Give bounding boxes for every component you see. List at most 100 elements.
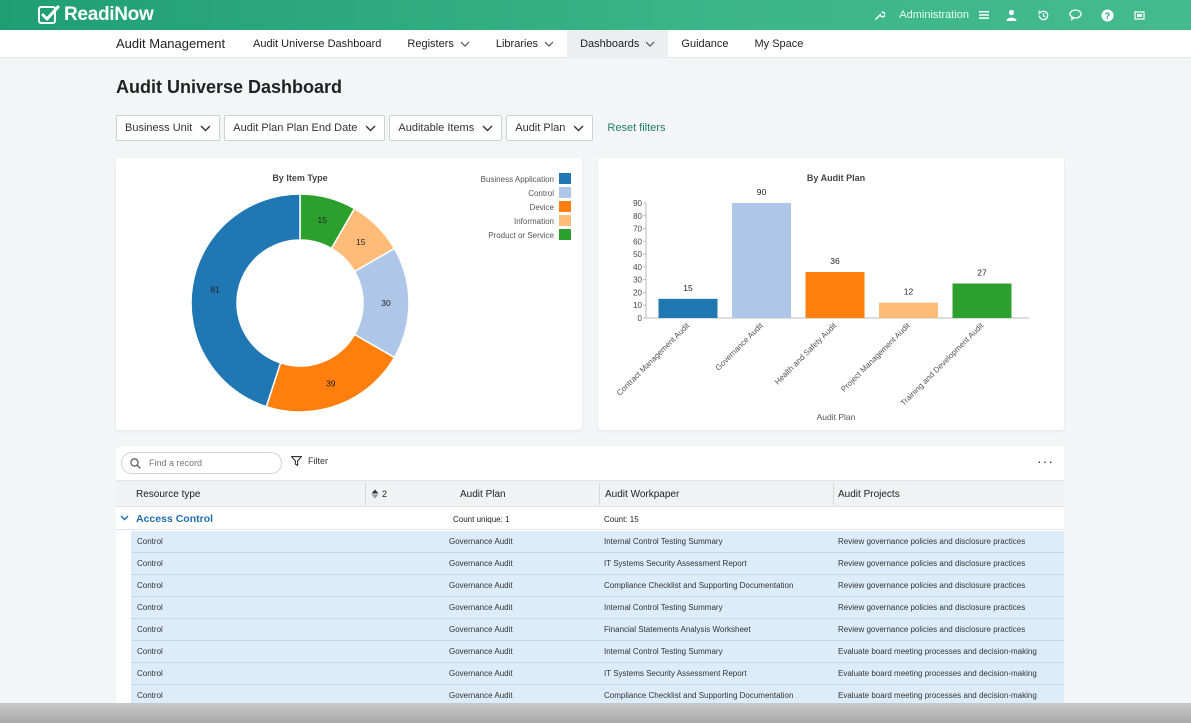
legend-label: Control [528,189,554,198]
bar-value-label: 36 [830,256,840,266]
filter-label: Filter [308,456,328,466]
donut-slice-label: 30 [381,298,391,308]
history-icon[interactable] [1027,0,1059,30]
chevron-down-icon [544,41,554,47]
table-row[interactable]: Control Governance Audit IT Systems Securi… [131,553,1064,575]
bar-health-and-safety-audit[interactable] [805,272,865,318]
cell-audit-plan: Governance Audit [449,559,513,568]
cell-audit-plan: Governance Audit [449,647,513,656]
bar-project-management-audit[interactable] [879,302,938,318]
chevron-down-icon [200,125,211,131]
chart-title: By Item Type [272,173,327,183]
cell-audit-projects: Review governance policies and disclosur… [838,559,1026,568]
nav-item-guidance[interactable]: Guidance [668,30,741,58]
filter-icon [291,456,302,466]
cell-audit-workpaper: Internal Control Testing Summary [604,537,723,546]
table-row[interactable]: Control Governance Audit Internal Control … [131,597,1064,619]
cell-audit-plan: Governance Audit [449,669,513,678]
cell-audit-projects: Evaluate board meeting processes and dec… [838,647,1037,656]
search-icon [130,457,141,469]
nav-item-label: Audit Universe Dashboard [253,38,382,50]
column-header-audit-projects[interactable]: Audit Projects [838,481,900,507]
bar-value-label: 90 [757,187,767,197]
more-options-icon[interactable]: ··· [1037,453,1054,469]
nav-item-dashboards[interactable]: Dashboards [567,30,669,58]
x-tick-label: Training and Development Audit [899,321,986,408]
cell-resource-type: Control [137,537,163,546]
fullscreen-icon[interactable] [1123,0,1155,30]
logo-text: ReadiNow [64,4,154,25]
filter-audit-plan-end-date[interactable]: Audit Plan Plan End Date [224,115,386,141]
chevron-down-icon [482,125,493,131]
menu-icon[interactable] [973,0,995,30]
column-header-audit-plan[interactable]: Audit Plan [460,481,506,507]
column-header-sort-order[interactable]: 2 [371,481,387,507]
administration-link[interactable]: Administration [899,9,969,21]
user-icon[interactable] [995,0,1027,30]
filter-audit-plan[interactable]: Audit Plan [506,115,594,141]
donut-slice-label: 81 [210,285,220,295]
cell-audit-projects: Review governance policies and disclosur… [838,537,1026,546]
bar-training-and-development-audit[interactable] [952,283,1012,319]
y-tick-label: 60 [633,237,642,246]
help-icon[interactable]: ? [1091,0,1123,30]
chart-card-by-audit-plan: By Audit Plan 0 10 20 30 40 50 60 70 80 90 15 Contra… [598,158,1064,430]
table-row[interactable]: Control Governance Audit Internal Control … [131,531,1064,553]
legend-label: Product or Service [488,231,554,240]
donut-slice-label: 15 [356,237,366,247]
cell-audit-workpaper: Financial Statements Analysis Worksheet [604,625,751,634]
chart-title: By Audit Plan [807,173,865,183]
page-title: Audit Universe Dashboard [116,77,343,97]
legend-swatch [559,173,571,184]
donut-slice-label: 15 [318,215,328,225]
bar-value-label: 27 [977,268,987,278]
cell-audit-workpaper: Compliance Checklist and Supporting Docu… [604,691,794,700]
logo[interactable]: ReadiNow [38,3,154,27]
reset-filters-link[interactable]: Reset filters [607,122,666,134]
cell-audit-projects: Evaluate board meeting processes and dec… [838,669,1037,678]
legend-swatch [559,187,571,198]
top-toolbar: Administration ? [863,0,1155,30]
table-row[interactable]: Control Governance Audit Financial Stateme… [131,619,1064,641]
bar-contract-management-audit[interactable] [658,298,718,318]
nav-item-my-space[interactable]: My Space [741,30,816,58]
bar-governance-audit[interactable] [732,203,791,318]
legend-label: Information [514,217,554,226]
window-bottom-edge [0,703,1191,723]
nav-bar: Audit Management Audit Universe Dashboar… [0,30,1191,58]
nav-item-libraries[interactable]: Libraries [483,30,567,58]
table-row[interactable]: Control Governance Audit IT Systems Securi… [131,663,1064,685]
column-header-audit-workpaper[interactable]: Audit Workpaper [605,481,679,507]
column-header-resource-type[interactable]: Resource type [136,481,200,507]
y-tick-label: 40 [633,263,642,272]
nav-item-registers[interactable]: Registers [394,30,482,58]
group-row-access-control[interactable]: Access Control Count unique: 1 Count: 15 [116,508,1064,530]
table-row[interactable]: Control Governance Audit Internal Control … [131,641,1064,663]
filter-business-unit[interactable]: Business Unit [116,115,221,141]
nav-item-audit-universe-dashboard[interactable]: Audit Universe Dashboard [240,30,394,58]
filter-auditable-items[interactable]: Auditable Items [389,115,503,141]
x-tick-label: Health and Safety Audit [773,321,839,387]
cell-audit-plan: Governance Audit [449,625,513,634]
y-tick-label: 20 [633,288,642,297]
donut-slice-device[interactable] [265,333,396,413]
nav-item-label: Dashboards [580,38,640,50]
report-grid: Filter ··· Resource type 2 Audit Plan Au… [116,447,1064,707]
wrench-icon[interactable] [863,0,895,30]
search-box[interactable] [121,452,282,474]
bar-value-label: 12 [904,287,914,297]
y-tick-label: 90 [633,199,642,208]
chevron-down-icon [365,125,376,131]
donut-slice-business-application[interactable] [190,193,301,408]
table-body: Control Governance Audit Internal Control … [131,531,1064,707]
search-input[interactable] [149,458,269,468]
column-divider[interactable] [833,483,834,505]
column-divider[interactable] [365,483,366,505]
cell-resource-type: Control [137,581,163,590]
column-divider[interactable] [599,483,600,505]
chevron-down-icon [573,125,584,131]
filter-button[interactable]: Filter [291,456,328,466]
chevron-down-icon[interactable] [120,515,129,521]
table-row[interactable]: Control Governance Audit Compliance Checkl… [131,575,1064,597]
chat-icon[interactable] [1059,0,1091,30]
